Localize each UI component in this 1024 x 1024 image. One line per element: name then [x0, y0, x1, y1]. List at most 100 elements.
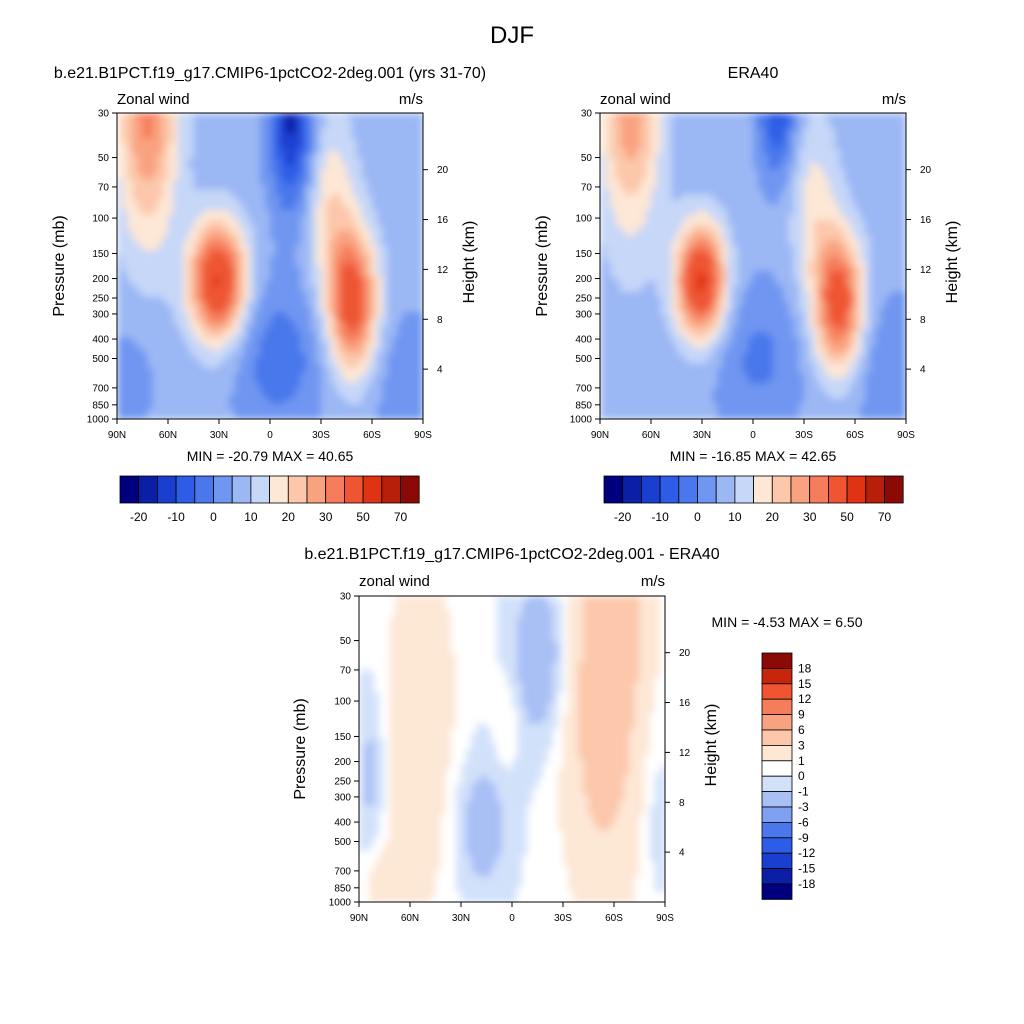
- contour-cell: [366, 362, 373, 369]
- contour-cell: [244, 194, 251, 201]
- contour-cell: [870, 113, 876, 119]
- contour-cell: [346, 383, 353, 389]
- contour-cell: [686, 158, 693, 165]
- contour-cell: [315, 133, 322, 140]
- contour-cell: [234, 118, 240, 124]
- contour-cell: [656, 204, 662, 211]
- contour-cell: [315, 225, 322, 231]
- contour-cell: [397, 230, 404, 236]
- contour-cell: [336, 220, 342, 226]
- contour-cell: [234, 373, 240, 379]
- contour-cell: [162, 337, 169, 344]
- contour-cell: [127, 118, 133, 124]
- contour-cell: [397, 271, 404, 277]
- contour-cell: [387, 342, 393, 349]
- contour-cell: [142, 174, 149, 180]
- contour-cell: [753, 153, 759, 160]
- contour-cell: [178, 260, 184, 267]
- contour-cell: [142, 322, 149, 328]
- contour-cell: [275, 296, 281, 303]
- obs-contour-field: [600, 113, 906, 419]
- contour-cell: [305, 266, 312, 272]
- contour-cell: [387, 215, 393, 221]
- contour-cell: [331, 342, 337, 349]
- contour-cell: [377, 138, 383, 145]
- contour-cell: [712, 204, 718, 211]
- contour-cell: [270, 342, 276, 349]
- contour-cell: [600, 169, 606, 175]
- contour-cell: [849, 209, 856, 216]
- contour-cell: [361, 403, 368, 410]
- contour-cell: [219, 255, 225, 262]
- contour-cell: [844, 199, 851, 206]
- contour-cell: [326, 266, 332, 272]
- contour-cell: [198, 169, 205, 175]
- contour-cell: [321, 153, 327, 160]
- contour-cell: [417, 327, 423, 333]
- contour-cell: [178, 332, 184, 338]
- contour-cell: [213, 204, 220, 211]
- contour-cell: [651, 164, 657, 170]
- contour-cell: [234, 357, 240, 364]
- contour-cell: [290, 403, 297, 410]
- contour-cell: [681, 153, 688, 160]
- contour-cell: [117, 291, 123, 298]
- contour-cell: [402, 373, 409, 379]
- contour-cell: [610, 148, 616, 155]
- contour-cell: [865, 133, 871, 140]
- contour-cell: [727, 169, 734, 175]
- contour-cell: [341, 133, 348, 140]
- contour-cell: [183, 332, 189, 338]
- contour-cell: [117, 337, 123, 344]
- contour-cell: [122, 276, 128, 282]
- contour-cell: [407, 342, 414, 349]
- contour-cell: [259, 143, 266, 150]
- contour-cell: [162, 266, 169, 272]
- contour-cell: [173, 184, 179, 191]
- contour-cell: [890, 113, 897, 119]
- contour-cell: [178, 276, 184, 282]
- contour-cell: [336, 362, 342, 369]
- contour-cell: [203, 148, 210, 155]
- contour-cell: [610, 164, 616, 170]
- contour-cell: [676, 128, 683, 134]
- contour-cell: [249, 225, 256, 231]
- contour-cell: [361, 240, 368, 247]
- contour-cell: [162, 123, 169, 129]
- contour-cell: [702, 209, 708, 216]
- contour-cell: [142, 373, 149, 379]
- contour-cell: [727, 158, 734, 165]
- contour-cell: [188, 378, 195, 384]
- contour-cell: [346, 266, 353, 272]
- contour-cell: [295, 368, 302, 374]
- contour-cell: [880, 194, 887, 201]
- contour-cell: [366, 276, 373, 282]
- contour-cell: [162, 204, 169, 211]
- contour-cell: [341, 209, 348, 216]
- contour-cell: [310, 199, 317, 206]
- contour-cell: [326, 276, 332, 282]
- contour-cell: [208, 225, 215, 231]
- contour-cell: [783, 215, 790, 221]
- contour-cell: [178, 199, 184, 206]
- contour-cell: [717, 199, 723, 206]
- contour-cell: [224, 327, 230, 333]
- contour-cell: [768, 220, 774, 226]
- contour-cell: [387, 413, 393, 419]
- contour-cell: [331, 388, 337, 395]
- contour-cell: [875, 158, 882, 165]
- contour-cell: [727, 179, 734, 185]
- contour-cell: [712, 138, 718, 145]
- contour-cell: [341, 347, 348, 354]
- contour-cell: [275, 220, 281, 226]
- contour-cell: [829, 148, 836, 155]
- contour-cell: [127, 225, 133, 231]
- contour-cell: [300, 317, 307, 323]
- contour-cell: [326, 194, 332, 201]
- contour-cell: [880, 169, 887, 175]
- contour-cell: [651, 123, 657, 129]
- contour-cell: [372, 306, 378, 313]
- contour-cell: [280, 306, 286, 313]
- contour-cell: [244, 118, 251, 124]
- contour-cell: [208, 301, 215, 308]
